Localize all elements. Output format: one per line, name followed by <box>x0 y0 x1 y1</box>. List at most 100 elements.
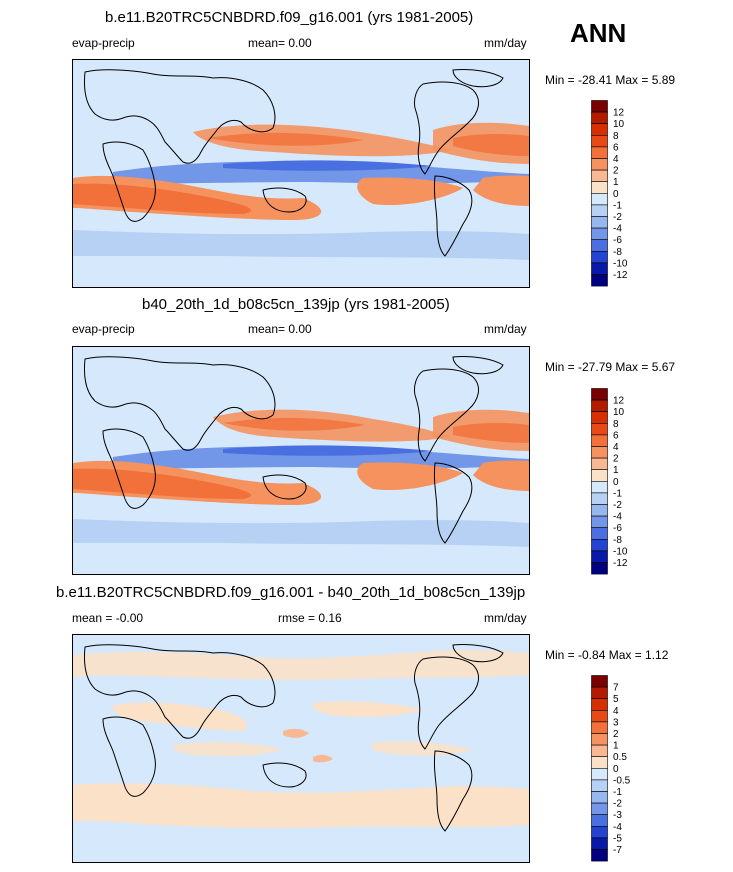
colorbar-swatch <box>591 434 608 447</box>
colorbar-label: 12 <box>613 396 625 407</box>
panel3-colorbar: 7 5 4 3 2 1 0.5 0 -0.5 -1 -2 -3 -4 -5 -7 <box>591 675 651 863</box>
colorbar-swatch <box>591 768 608 781</box>
colorbar-swatch <box>591 791 608 804</box>
colorbar-swatch <box>591 388 608 401</box>
panel1-units: mm/day <box>484 36 527 50</box>
colorbar-swatch <box>591 446 608 459</box>
colorbar-label: 3 <box>613 717 619 728</box>
colorbar-swatch <box>591 422 608 436</box>
colorbar-swatch <box>591 492 608 505</box>
colorbar-label: -6 <box>613 235 622 246</box>
colorbar-swatch <box>591 504 608 517</box>
colorbar-swatch <box>591 411 608 424</box>
panel2-title: b40_20th_1d_b08c5cn_139jp (yrs 1981-2005… <box>142 296 450 313</box>
colorbar-label: -8 <box>613 535 622 546</box>
panel3-minmax: Min = -0.84 Max = 1.12 <box>545 648 669 662</box>
colorbar-label: 1 <box>613 465 619 476</box>
colorbar-swatch <box>591 527 608 540</box>
panel2-minmax: Min = -27.79 Max = 5.67 <box>545 360 676 374</box>
colorbar-swatch <box>591 733 608 746</box>
colorbar-swatch <box>591 709 608 723</box>
colorbar-label: 2 <box>613 166 619 177</box>
colorbar-label: 1 <box>613 741 619 752</box>
colorbar-swatch <box>591 814 608 827</box>
colorbar-label: 0 <box>613 189 619 200</box>
colorbar-swatch <box>591 779 608 792</box>
panel1-title: b.e11.B20TRC5CNBDRD.f09_g16.001 (yrs 198… <box>105 9 474 26</box>
colorbar-label: -2 <box>613 500 622 511</box>
colorbar-swatch <box>591 100 608 113</box>
colorbar-label: -4 <box>613 224 622 235</box>
panel3-title: b.e11.B20TRC5CNBDRD.f09_g16.001 - b40_20… <box>56 584 526 601</box>
colorbar-label: 0 <box>613 764 619 775</box>
colorbar-label: -3 <box>613 810 622 821</box>
season-label: ANN <box>570 18 627 48</box>
colorbar-swatch <box>591 515 608 529</box>
colorbar-label: 10 <box>613 119 625 130</box>
colorbar-swatch <box>591 262 608 275</box>
colorbar-swatch <box>591 802 608 816</box>
colorbar-swatch <box>591 721 608 734</box>
colorbar-label: 0.5 <box>613 752 627 763</box>
colorbar-swatch <box>591 744 608 757</box>
colorbar-swatch <box>591 481 608 494</box>
colorbar-swatch <box>591 550 608 563</box>
colorbar-label: 10 <box>613 407 625 418</box>
colorbar-label: 0 <box>613 477 619 488</box>
colorbar-label: -12 <box>613 270 628 281</box>
colorbar-swatch <box>591 158 608 171</box>
panel1-colorbar: 12 10 8 6 4 2 1 0 -1 -2 -4 -6 -8 -10 -12 <box>591 100 651 288</box>
colorbar-label: -10 <box>613 258 628 269</box>
colorbar-label: -8 <box>613 247 622 258</box>
colorbar-swatch <box>591 399 608 413</box>
colorbar-swatch <box>591 469 608 482</box>
colorbar-label: -0.5 <box>613 775 631 786</box>
colorbar-label: -2 <box>613 799 622 810</box>
panel2-mean: mean= 0.00 <box>248 322 312 336</box>
colorbar-swatch <box>591 227 608 241</box>
colorbar-label: 4 <box>613 442 619 453</box>
colorbar-label: -1 <box>613 488 622 499</box>
colorbar-swatch <box>591 686 608 700</box>
colorbar-swatch <box>591 756 608 769</box>
colorbar-label: -6 <box>613 523 622 534</box>
colorbar-label: 5 <box>613 694 619 705</box>
colorbar-swatch <box>591 837 608 850</box>
panel1-variable: evap-precip <box>72 36 135 50</box>
panel2-colorbar: 12 10 8 6 4 2 1 0 -1 -2 -4 -6 -8 -10 -12 <box>591 388 651 576</box>
colorbar-label: 2 <box>613 454 619 465</box>
colorbar-swatch <box>591 698 608 711</box>
colorbar-swatch <box>591 193 608 206</box>
panel2-units: mm/day <box>484 322 527 336</box>
colorbar-swatch <box>591 169 608 182</box>
panel3-map <box>72 634 530 863</box>
colorbar-swatch <box>591 457 608 470</box>
colorbar-swatch <box>591 826 608 839</box>
colorbar-swatch <box>591 675 608 688</box>
colorbar-swatch <box>591 562 608 575</box>
colorbar-label: 1 <box>613 177 619 188</box>
colorbar-swatch <box>591 204 608 217</box>
colorbar-label: -1 <box>613 200 622 211</box>
colorbar-swatch <box>591 251 608 264</box>
colorbar-label: -10 <box>613 546 628 557</box>
colorbar-label: 7 <box>613 683 619 694</box>
colorbar-label: 8 <box>613 419 619 430</box>
colorbar-label: 4 <box>613 154 619 165</box>
colorbar-swatch <box>591 216 608 229</box>
colorbar-swatch <box>591 239 608 252</box>
panel1-mean: mean= 0.00 <box>248 36 312 50</box>
colorbar-label: -7 <box>613 845 622 856</box>
colorbar-label: -12 <box>613 558 628 569</box>
colorbar-label: 4 <box>613 706 619 717</box>
panel2-variable: evap-precip <box>72 322 135 336</box>
colorbar-label: -1 <box>613 787 622 798</box>
colorbar-swatch <box>591 134 608 148</box>
panel1-map <box>72 59 530 288</box>
colorbar-swatch <box>591 274 608 287</box>
colorbar-swatch <box>591 181 608 194</box>
colorbar-label: -5 <box>613 833 622 844</box>
colorbar-swatch <box>591 539 608 552</box>
colorbar-label: 12 <box>613 108 625 119</box>
panel3-rmse: rmse = 0.16 <box>278 611 342 625</box>
